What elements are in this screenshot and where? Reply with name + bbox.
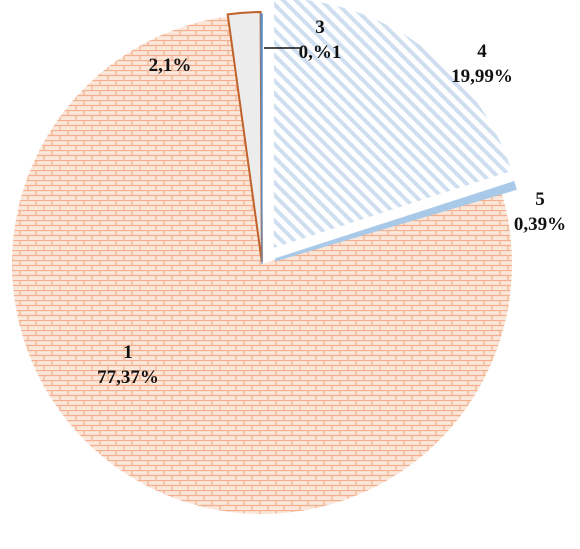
slice-4 bbox=[273, 0, 512, 248]
slice-value-label: 0,%1 bbox=[299, 42, 342, 63]
slice-category-label: 5 bbox=[535, 189, 545, 210]
slice-value-label: 2,1% bbox=[149, 55, 192, 76]
slice-2 bbox=[226, 11, 263, 263]
slice-1 bbox=[11, 16, 512, 515]
slice-value-label: 19,99% bbox=[451, 66, 513, 87]
slice-5 bbox=[274, 181, 517, 262]
slice-value-label: 77,37% bbox=[97, 367, 159, 388]
slice-3 bbox=[260, 13, 263, 265]
slice-category-label: 1 bbox=[123, 342, 133, 363]
slice-category-label: 4 bbox=[477, 41, 487, 62]
slice-value-label: 0,39% bbox=[514, 214, 566, 235]
slice-category-label: 3 bbox=[315, 17, 325, 38]
